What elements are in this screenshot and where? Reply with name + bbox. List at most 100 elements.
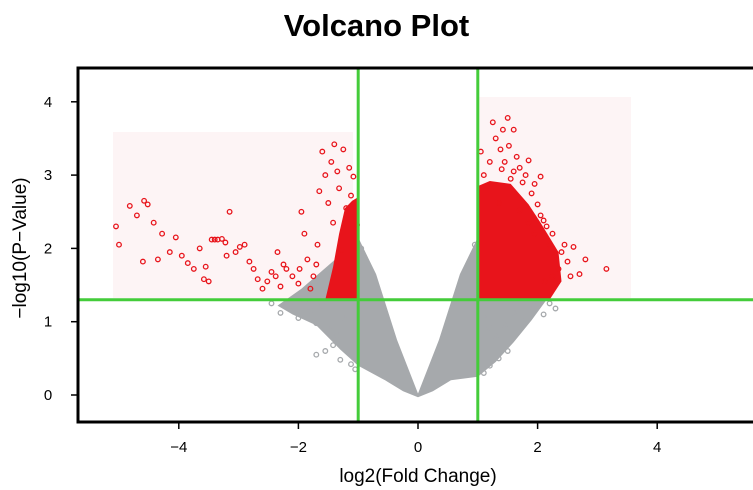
- significant-point: [319, 148, 326, 155]
- significant-point: [537, 212, 544, 219]
- significant-point: [567, 273, 574, 280]
- x-axis-ticks: −4 −2 0 2 4: [170, 422, 661, 456]
- significant-point: [516, 164, 523, 171]
- significant-point: [336, 185, 343, 192]
- significant-point: [561, 241, 568, 248]
- non-significant-point: [519, 318, 526, 325]
- significant-point: [334, 168, 341, 175]
- y-tick-label: 1: [44, 314, 52, 331]
- significant-point: [492, 135, 499, 142]
- significant-point: [516, 207, 523, 214]
- non-significant-point: [486, 362, 493, 369]
- significant-point: [277, 283, 284, 290]
- non-significant-point: [319, 302, 326, 309]
- non-significant-point: [330, 342, 337, 349]
- significant-point: [113, 223, 119, 230]
- significant-point: [505, 142, 512, 149]
- significant-point: [531, 180, 538, 187]
- significant-point: [301, 230, 308, 237]
- significant-point: [310, 273, 317, 280]
- non-significant-point: [289, 304, 296, 310]
- non-significant-point: [510, 309, 517, 316]
- significant-point: [223, 252, 230, 259]
- y-tick-label: 3: [44, 167, 52, 184]
- significant-points: [113, 114, 610, 292]
- non-significant-point: [277, 309, 284, 316]
- significant-point: [289, 273, 296, 280]
- non-significant-point: [480, 370, 487, 376]
- significant-point: [226, 208, 233, 215]
- significant-point: [498, 166, 505, 173]
- significant-point: [499, 126, 506, 133]
- significant-point: [296, 265, 303, 272]
- significant-point: [298, 208, 305, 215]
- non-significant-point: [295, 315, 302, 321]
- non-significant-point: [495, 355, 502, 362]
- significant-point: [504, 114, 511, 121]
- significant-point: [202, 263, 209, 270]
- x-tick-label: 4: [653, 439, 661, 456]
- significant-point: [141, 197, 148, 204]
- non-significant-point: [348, 361, 354, 368]
- significant-dense-left: [325, 197, 359, 300]
- significant-dense-regions: [325, 181, 562, 300]
- significant-point: [150, 219, 157, 226]
- significant-point: [272, 273, 279, 280]
- significant-point: [513, 153, 520, 160]
- significant-point: [172, 234, 179, 241]
- non-significant-point: [501, 322, 508, 329]
- significant-point: [283, 265, 290, 272]
- non-significant-point: [325, 326, 332, 332]
- significant-point: [222, 239, 229, 246]
- significant-point: [254, 276, 261, 283]
- significant-point: [314, 241, 321, 248]
- non-significant-point: [337, 356, 344, 363]
- significant-point: [489, 119, 496, 126]
- non-significant-points: [268, 241, 559, 376]
- significant-point: [543, 223, 550, 230]
- plot-frame: [76, 66, 753, 424]
- significant-point: [241, 241, 248, 248]
- non-significant-point: [346, 334, 353, 341]
- significant-point: [510, 126, 517, 133]
- significant-point: [322, 172, 329, 179]
- significant-point: [564, 258, 571, 265]
- significant-point: [555, 265, 562, 272]
- non-significant-point: [313, 320, 320, 327]
- significant-point: [274, 249, 281, 256]
- significant-point: [259, 285, 266, 292]
- significant-point: [208, 236, 215, 243]
- significant-point: [218, 235, 225, 242]
- non-significant-point: [504, 348, 511, 354]
- significant-point: [534, 201, 541, 208]
- significant-point: [497, 146, 504, 153]
- significant-point: [295, 280, 302, 287]
- y-tick-label: 4: [44, 94, 52, 111]
- non-significant-point: [334, 331, 341, 338]
- non-significant-point: [307, 307, 314, 314]
- significant-point: [537, 173, 544, 180]
- significant-point: [313, 261, 320, 268]
- significant-point: [522, 172, 529, 179]
- y-axis-ticks: 0 1 2 3 4: [44, 94, 78, 404]
- significant-point: [250, 265, 257, 272]
- significant-point: [576, 271, 583, 278]
- significant-point: [304, 256, 311, 263]
- significant-point: [549, 273, 556, 280]
- significant-dense-right: [477, 181, 562, 300]
- significant-point: [325, 200, 332, 206]
- significant-point: [205, 278, 212, 285]
- significant-point: [348, 192, 354, 199]
- x-tick-label: 0: [414, 439, 422, 456]
- non-significant-point: [340, 315, 347, 321]
- significant-point: [528, 190, 535, 197]
- y-axis-label: −log10(P−Value): [10, 177, 31, 318]
- x-tick-label: 2: [533, 439, 541, 456]
- significant-point: [549, 230, 556, 237]
- non-significant-point: [552, 305, 559, 312]
- non-significant-point: [486, 324, 493, 331]
- significant-point: [166, 249, 173, 256]
- non-significant-point: [313, 351, 320, 358]
- significant-point: [190, 265, 197, 272]
- shaded-region-left: [113, 132, 353, 298]
